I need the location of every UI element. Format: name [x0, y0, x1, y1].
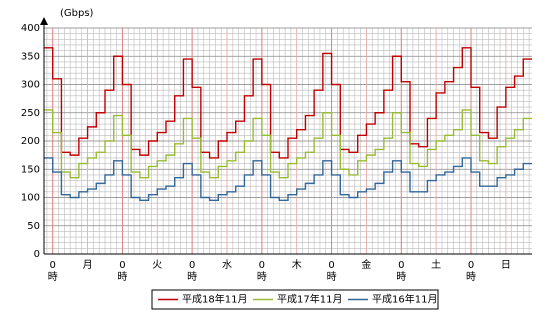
x-tick-label: 水: [222, 259, 232, 271]
legend-label: 平成16年11月: [372, 293, 437, 306]
y-tick-label: 150: [21, 164, 40, 175]
x-tick-label: 日: [501, 260, 511, 271]
x-tick-label: 木: [292, 259, 302, 271]
y-tick-label: 200: [21, 136, 40, 147]
y-tick-label: 400: [21, 23, 40, 34]
series-line: [44, 47, 532, 159]
y-axis-arrow: [40, 17, 48, 25]
y-tick-label: 350: [21, 51, 40, 62]
legend-label: 平成17年11月: [277, 293, 342, 306]
legend-label: 平成18年11月: [182, 293, 247, 306]
legend: [151, 289, 439, 310]
x-tick-label: 火: [152, 259, 162, 271]
y-tick-label: 0: [34, 249, 40, 260]
series-line: [44, 157, 532, 202]
series-line: [44, 109, 532, 179]
x-tick-label: 金: [361, 258, 371, 271]
y-unit: (Gbps): [60, 8, 94, 19]
x-tick-label: 月: [83, 259, 93, 271]
plot: [44, 47, 532, 202]
x-tick-label: 土: [431, 258, 441, 271]
y-tick-label: 250: [21, 108, 40, 119]
y-tick-label: 50: [27, 221, 40, 232]
y-tick-label: 300: [21, 80, 40, 91]
grid: [44, 27, 532, 255]
y-tick-label: 100: [21, 193, 40, 204]
